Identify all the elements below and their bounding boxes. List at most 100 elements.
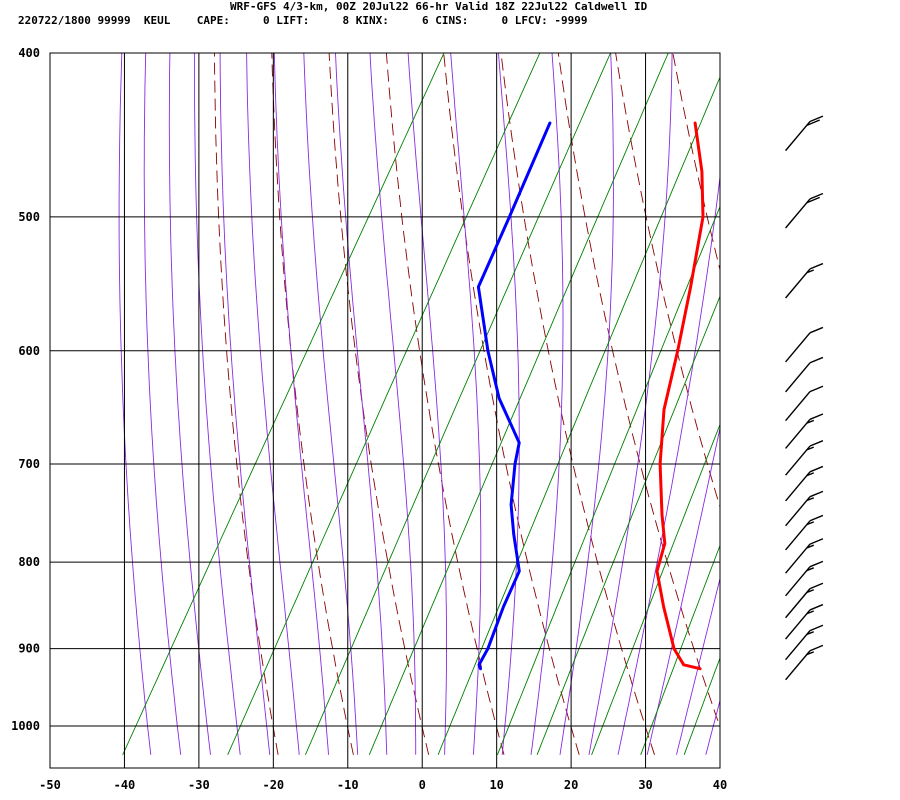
mixing-ratio-line: [227, 53, 541, 755]
moist-adiabat-line: [617, 173, 720, 755]
mixing-ratio-line: [122, 53, 445, 755]
wind-barb-flag: [809, 465, 824, 473]
header: WRF-GFS 4/3-km, 00Z 20Jul22 66-hr Valid …: [0, 0, 900, 30]
dry-adiabat-line: [271, 53, 354, 755]
wind-barb-half-flag: [806, 651, 815, 656]
wind-barb-shaft: [785, 445, 811, 476]
wind-barb: [785, 440, 824, 476]
wind-barb-flag: [809, 538, 824, 545]
wind-barb-flag: [809, 514, 824, 522]
wind-barb-shaft: [785, 609, 811, 640]
wind-barb-half-flag: [806, 610, 815, 615]
moist-adiabat-line: [335, 53, 388, 755]
dry-adiabat-line: [214, 53, 279, 755]
x-tick-label: -50: [39, 778, 61, 792]
wind-barb-flag: [809, 115, 824, 123]
wind-barb-shaft: [785, 332, 811, 363]
wind-barb-shaft: [785, 121, 811, 152]
wind-barb-shaft: [785, 630, 811, 661]
mixing-ratio-line: [536, 295, 720, 755]
wind-barb: [785, 490, 824, 527]
x-tick-label: -30: [188, 778, 210, 792]
mixing-ratio-line: [368, 53, 669, 755]
wind-barb: [785, 624, 824, 661]
moist-adiabat-line: [450, 53, 482, 755]
moist-adiabat-line: [369, 53, 417, 755]
wind-barb-shaft: [785, 391, 811, 422]
y-tick-labels: 400 500 600 700 800 900 1000: [11, 46, 40, 733]
wind-barb-half-flag: [806, 269, 815, 274]
header-indices: 220722/1800 99999 KEUL CAPE: 0 LIFT: 8 K…: [18, 14, 588, 27]
wind-barb-shaft: [785, 198, 811, 229]
x-tick-label: -20: [262, 778, 284, 792]
dewpoint-line: [476, 121, 552, 671]
x-tick-label: 40: [713, 778, 727, 792]
moist-adiabat-line: [303, 53, 359, 755]
wind-barb-flag: [809, 326, 824, 334]
dry-adiabat-line: [500, 53, 655, 755]
wind-barb-flag: [809, 490, 824, 498]
moist-adiabat-line: [194, 53, 241, 755]
wind-barb-flag: [806, 119, 820, 126]
wind-barb: [785, 262, 824, 299]
wind-barb-half-flag: [806, 589, 815, 594]
wind-barb: [785, 560, 824, 597]
y-tick-label: 700: [18, 457, 40, 471]
wind-barb-shaft: [785, 496, 811, 527]
wind-barb-flag: [809, 624, 824, 632]
wind-barb-flag: [809, 192, 824, 200]
moist-adiabat-line: [143, 53, 182, 755]
wind-barb-half-flag: [806, 567, 815, 572]
wind-barb-flag: [806, 196, 820, 204]
grid: [49, 52, 721, 769]
x-tick-label: 10: [489, 778, 503, 792]
y-tick-label: 800: [18, 555, 40, 569]
mixing-ratio-line: [496, 205, 720, 755]
moist-adiabat-line: [559, 53, 614, 755]
wind-barb-shaft: [785, 268, 811, 299]
wind-barb-flag: [809, 356, 824, 364]
wind-barb-flag: [809, 644, 824, 652]
moist-adiabat-line: [646, 425, 720, 755]
x-tick-label: -40: [114, 778, 136, 792]
wind-barb-shaft: [785, 471, 811, 502]
header-title: WRF-GFS 4/3-km, 00Z 20Jul22 66-hr Valid …: [230, 0, 648, 13]
wind-barb: [785, 514, 824, 551]
wind-barb-shaft: [785, 588, 811, 619]
wind-barb-shaft: [785, 543, 811, 574]
wind-barb-flag: [809, 262, 824, 270]
y-tick-label: 500: [18, 210, 40, 224]
wind-barb-flag: [809, 560, 824, 568]
mixing-ratio-line: [640, 544, 720, 755]
mixing-ratio-line: [683, 656, 720, 755]
dry-adiabat-line: [443, 53, 580, 755]
x-tick-label: 20: [564, 778, 578, 792]
wind-barb: [785, 603, 824, 640]
wind-barb-half-flag: [806, 521, 815, 526]
wind-barb: [785, 582, 824, 619]
dry-adiabat-line: [615, 53, 720, 509]
wind-barb-shaft: [785, 362, 811, 393]
wind-barb-half-flag: [806, 446, 815, 451]
moist-adiabat-line: [676, 576, 720, 755]
wind-barb: [785, 385, 824, 422]
moist-adiabat-line: [273, 53, 329, 755]
wind-barb: [785, 465, 824, 502]
x-tick-label: 0: [419, 778, 426, 792]
moist-adiabat-line: [219, 53, 271, 755]
moist-adiabat-line: [530, 53, 564, 755]
wind-barb-half-flag: [806, 419, 815, 424]
y-tick-label: 400: [18, 46, 40, 60]
wind-barb-flag: [809, 582, 824, 590]
wind-barb-shaft: [785, 520, 811, 551]
moist-adiabat-line: [246, 53, 300, 755]
wind-barb: [785, 356, 824, 393]
moist-adiabat-line: [498, 53, 520, 755]
wind-barb-flag: [809, 440, 824, 447]
wind-barb-shaft: [785, 566, 811, 597]
wind-barb-shaft: [785, 650, 811, 681]
x-tick-label: 30: [638, 778, 652, 792]
wind-barb-half-flag: [806, 631, 815, 636]
x-tick-labels: -50 -40 -30 -20 -10 0 10 20 30 40: [39, 778, 727, 792]
